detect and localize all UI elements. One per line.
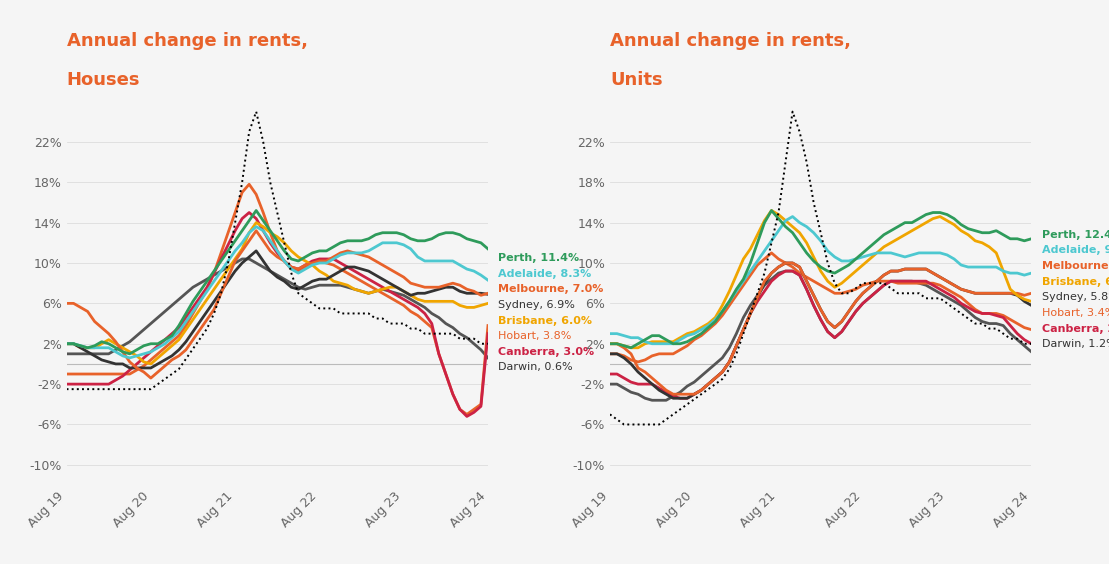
- Text: Units: Units: [610, 71, 662, 89]
- Text: Adelaide, 8.3%: Adelaide, 8.3%: [498, 268, 592, 279]
- Text: Houses: Houses: [67, 71, 140, 89]
- Text: Adelaide, 9.0%: Adelaide, 9.0%: [1042, 245, 1109, 255]
- Text: Sydney, 6.9%: Sydney, 6.9%: [498, 300, 576, 310]
- Text: Melbourne, 7.0%: Melbourne, 7.0%: [498, 284, 604, 294]
- Text: Sydney, 5.8%: Sydney, 5.8%: [1042, 292, 1109, 302]
- Text: Canberra, 3.0%: Canberra, 3.0%: [498, 347, 594, 357]
- Text: Darwin, 0.6%: Darwin, 0.6%: [498, 363, 573, 372]
- Text: Brisbane, 6.2%: Brisbane, 6.2%: [1042, 277, 1109, 287]
- Text: Perth, 11.4%: Perth, 11.4%: [498, 253, 580, 263]
- Text: Annual change in rents,: Annual change in rents,: [610, 33, 851, 51]
- Text: Darwin, 1.2%: Darwin, 1.2%: [1042, 340, 1109, 349]
- Text: Melbourne, 7.0%: Melbourne, 7.0%: [1042, 261, 1109, 271]
- Text: Brisbane, 6.0%: Brisbane, 6.0%: [498, 315, 592, 325]
- Text: Annual change in rents,: Annual change in rents,: [67, 33, 307, 51]
- Text: Hobart, 3.8%: Hobart, 3.8%: [498, 331, 572, 341]
- Text: Canberra, 2.0%: Canberra, 2.0%: [1042, 324, 1109, 333]
- Text: Hobart, 3.4%: Hobart, 3.4%: [1042, 308, 1109, 318]
- Text: Perth, 12.4%: Perth, 12.4%: [1042, 230, 1109, 240]
